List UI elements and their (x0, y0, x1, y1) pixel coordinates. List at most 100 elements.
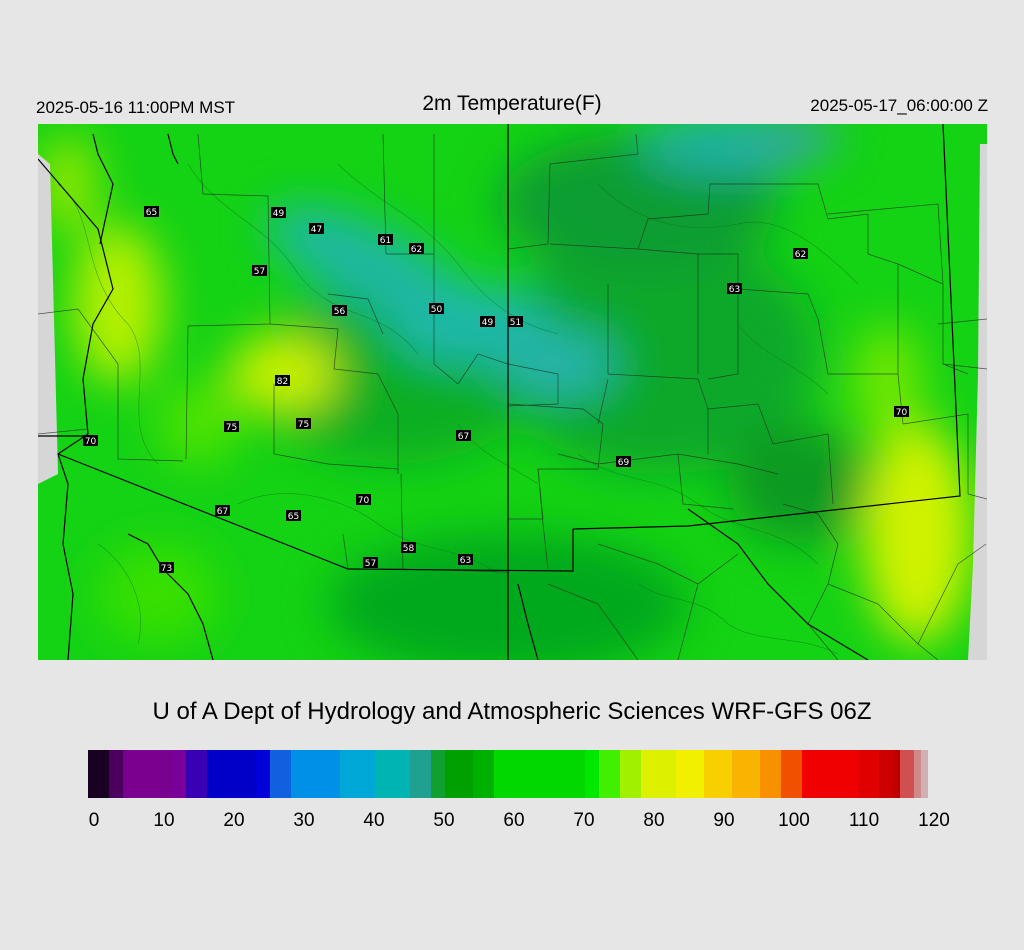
station-value: 47 (311, 225, 322, 235)
color-scale-bar (88, 750, 929, 798)
station-label: 67 (456, 430, 471, 442)
station-value: 57 (365, 559, 376, 569)
no-data-east (968, 144, 987, 660)
county-lines (38, 133, 987, 660)
valid-time-utc: 2025-05-17_06:00:00 Z (810, 96, 988, 115)
station-value: 62 (795, 250, 806, 260)
color-scale-tick-label: 20 (223, 810, 245, 831)
color-scale-segment (641, 750, 677, 798)
color-scale-segment (732, 750, 761, 798)
station-label: 63 (727, 283, 742, 295)
color-scale-tick-label: 100 (778, 810, 810, 831)
color-scale-segment (172, 750, 187, 798)
color-scale-segment (340, 750, 376, 798)
station-value: 57 (254, 267, 265, 277)
station-value: 82 (277, 377, 288, 387)
color-scale-tick-label: 60 (503, 810, 525, 831)
station-label: 69 (616, 456, 631, 468)
station-label: 51 (508, 316, 523, 328)
color-scale-segment (858, 750, 880, 798)
color-scale-segment (879, 750, 894, 798)
station-value: 58 (403, 544, 415, 554)
color-scale-segment (270, 750, 292, 798)
color-scale-segment (914, 750, 922, 798)
color-scale-segment (186, 750, 208, 798)
color-scale-segment (375, 750, 411, 798)
station-value: 69 (618, 458, 630, 468)
station-label: 57 (363, 557, 378, 569)
color-scale-segment (291, 750, 341, 798)
color-scale-segment (585, 750, 600, 798)
station-values: 65 49 47 61 62 57 56 50 49 51 62 63 82 7… (83, 206, 909, 574)
station-value: 63 (729, 285, 740, 295)
station-value: 67 (458, 432, 469, 442)
color-scale-tick-label: 30 (293, 810, 315, 831)
color-scale-segment (410, 750, 432, 798)
model-credit: U of A Dept of Hydrology and Atmospheric… (152, 698, 872, 725)
station-value: 70 (85, 437, 97, 447)
station-label: 67 (215, 505, 230, 517)
station-value: 56 (334, 307, 346, 317)
color-scale-segment (88, 750, 110, 798)
color-scale-segment (893, 750, 901, 798)
station-label: 57 (252, 265, 267, 277)
color-scale-segment (494, 750, 586, 798)
station-label: 62 (409, 243, 424, 255)
station-value: 65 (288, 512, 299, 522)
color-scale-ticks: 0 10 20 30 40 50 60 70 80 90 100 110 120 (88, 810, 950, 834)
station-label: 70 (894, 406, 909, 418)
station-value: 61 (380, 236, 391, 246)
temperature-map: 65 49 47 61 62 57 56 50 49 51 62 63 82 7… (38, 124, 987, 660)
station-value: 51 (510, 318, 521, 328)
station-value: 49 (273, 209, 285, 219)
color-scale-segment (599, 750, 621, 798)
station-value: 70 (896, 408, 908, 418)
station-value: 63 (460, 556, 471, 566)
map-title: 2m Temperature(F) (422, 92, 602, 115)
color-scale-tick-label: 70 (573, 810, 595, 831)
color-scale-segment (760, 750, 782, 798)
color-scale-segment (473, 750, 495, 798)
station-value: 50 (431, 305, 443, 315)
station-value: 70 (358, 496, 370, 506)
color-scale-segment (802, 750, 859, 798)
station-value: 62 (411, 245, 422, 255)
station-value: 49 (482, 318, 494, 328)
state-borders (38, 124, 961, 660)
station-label: 62 (793, 248, 808, 260)
station-label: 73 (159, 562, 174, 574)
color-scale-segment (620, 750, 642, 798)
station-label: 65 (144, 206, 159, 218)
valid-time-local: 2025-05-16 11:00PM MST (36, 98, 236, 117)
no-data-west (38, 154, 58, 484)
station-value: 75 (298, 420, 309, 430)
station-value: 65 (146, 208, 157, 218)
color-scale-segment (123, 750, 173, 798)
station-label: 70 (83, 435, 98, 447)
station-label: 49 (480, 316, 495, 328)
color-scale-tick-label: 50 (433, 810, 455, 831)
station-label: 49 (271, 207, 286, 219)
station-label: 75 (224, 421, 239, 433)
color-scale-segment (704, 750, 733, 798)
color-scale-tick-label: 90 (713, 810, 735, 831)
color-scale-segment (207, 750, 257, 798)
station-label: 47 (309, 223, 324, 235)
station-label: 65 (286, 510, 301, 522)
color-scale-segment (109, 750, 124, 798)
color-scale-segment (256, 750, 271, 798)
station-label: 82 (275, 375, 290, 387)
station-value: 73 (161, 564, 172, 574)
map-canvas: 65 49 47 61 62 57 56 50 49 51 62 63 82 7… (38, 124, 987, 660)
color-scale-segment (676, 750, 705, 798)
color-scale-tick-label: 10 (153, 810, 175, 831)
color-scale-segment (431, 750, 446, 798)
color-scale-tick-label: 110 (848, 810, 880, 831)
station-label: 50 (429, 303, 444, 315)
station-label: 61 (378, 234, 393, 246)
color-scale-segment (900, 750, 915, 798)
color-scale-segment (781, 750, 803, 798)
color-scale-segment (445, 750, 474, 798)
color-scale-tick-label: 80 (643, 810, 665, 831)
station-value: 75 (226, 423, 237, 433)
